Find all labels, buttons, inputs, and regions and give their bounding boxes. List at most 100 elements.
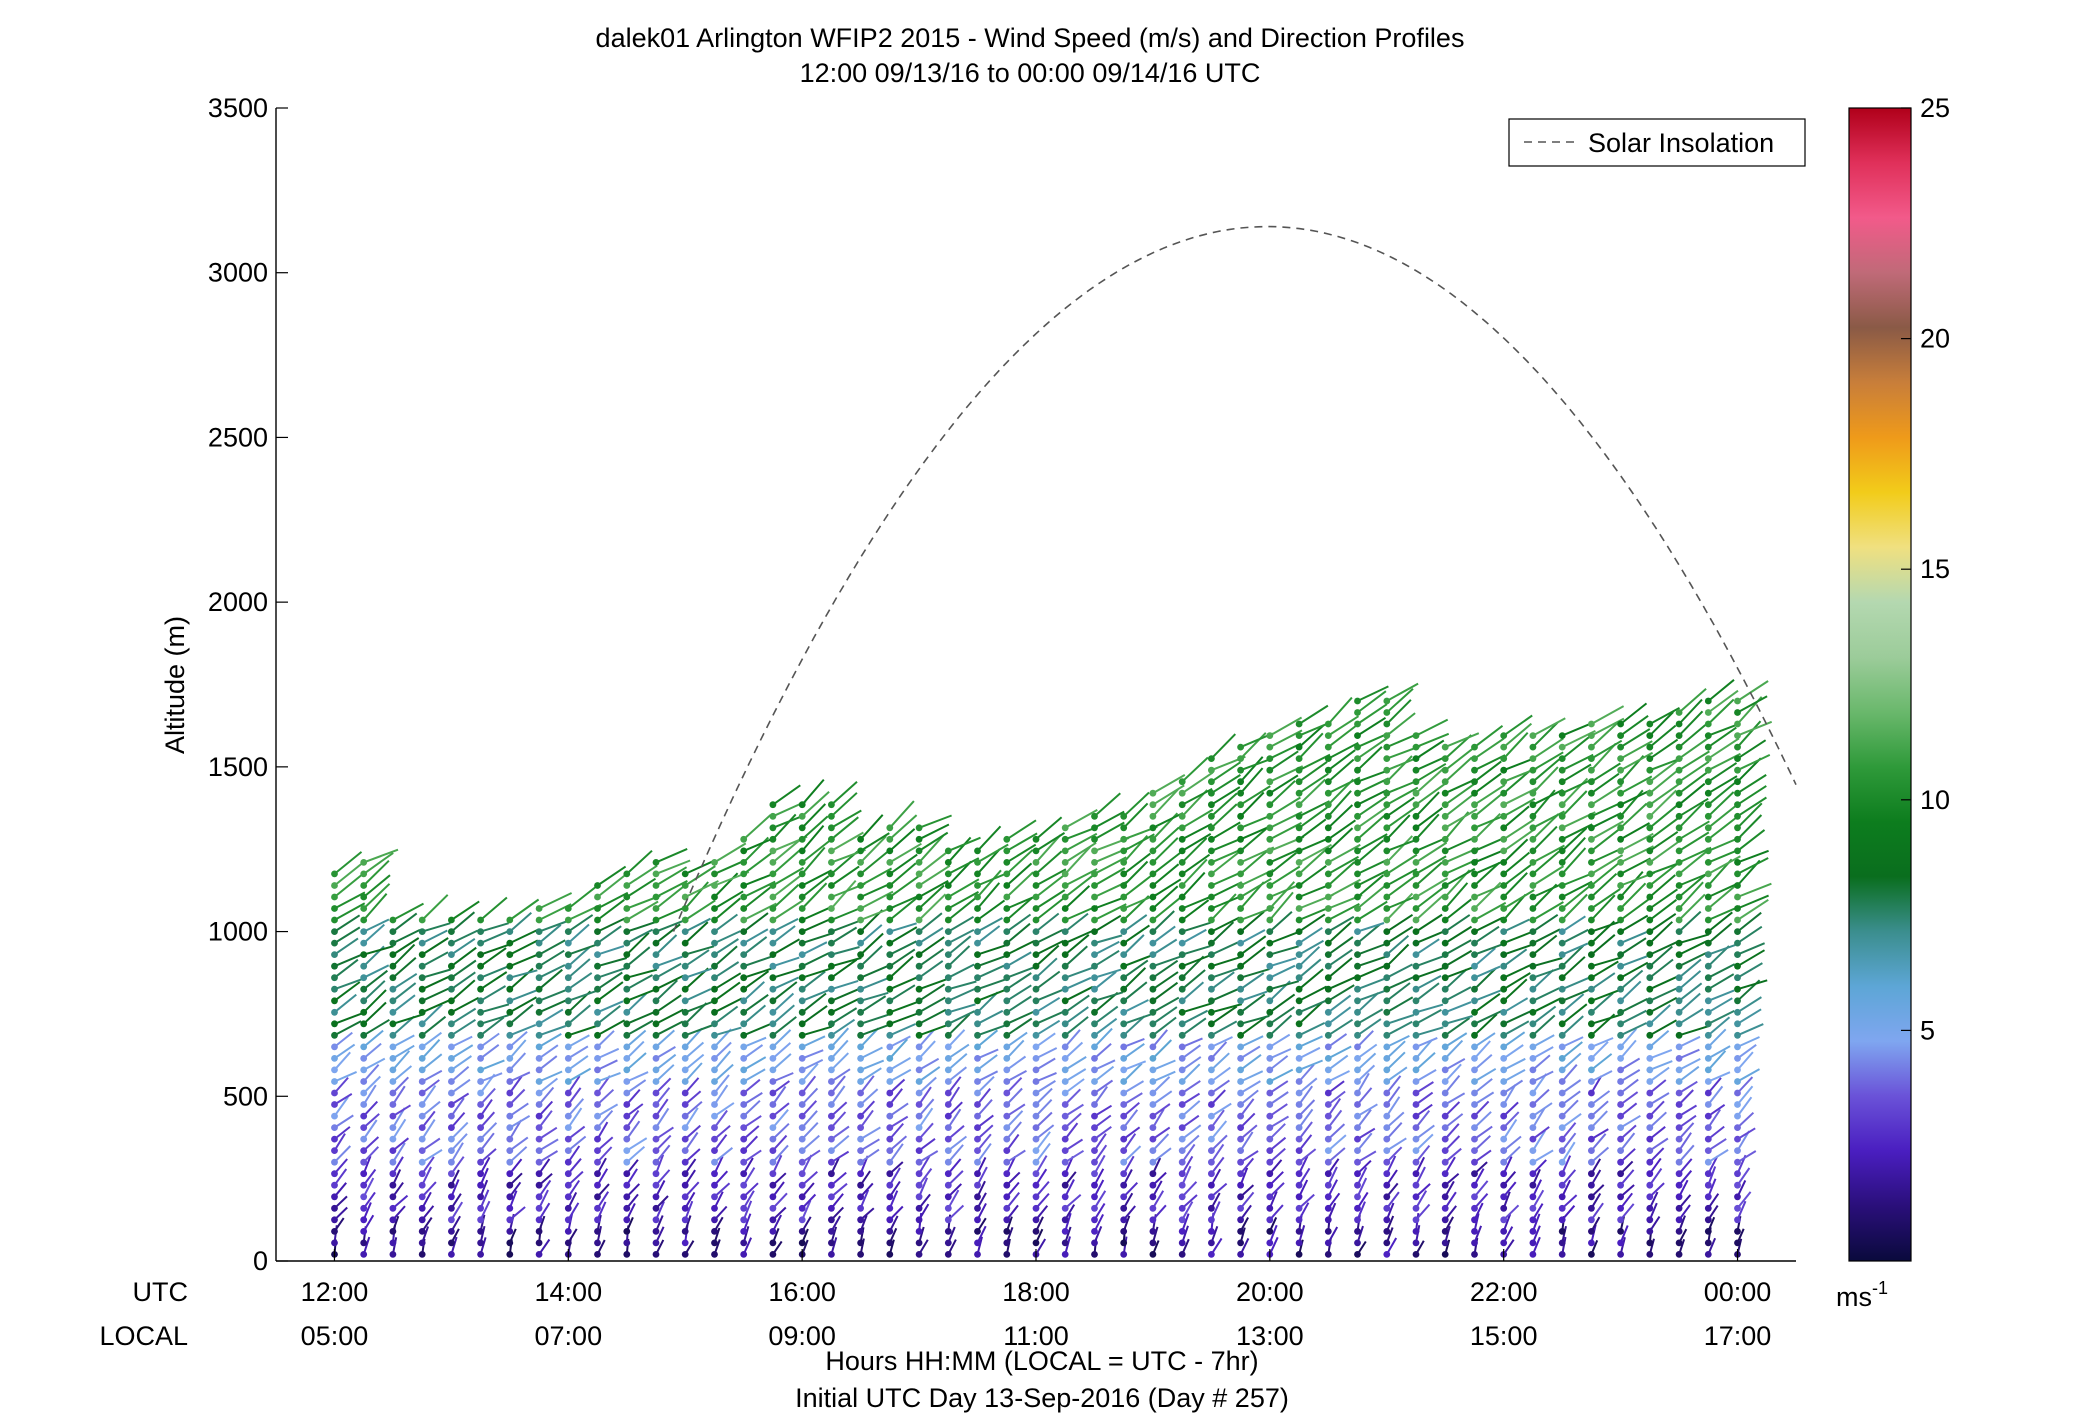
wind-barb-shaft [1210, 881, 1243, 898]
wind-barb-dot [1704, 1135, 1712, 1143]
wind-barb-shaft [1619, 1028, 1638, 1048]
wind-barb-dot [798, 939, 806, 947]
wind-barb-dot [1412, 755, 1420, 762]
wind-barb-dot [506, 1101, 514, 1108]
wind-barb-dot [1383, 1112, 1391, 1120]
wind-barb-shaft [1298, 1001, 1323, 1025]
wind-barb-shaft [1590, 812, 1622, 829]
wind-barb-dot [1032, 835, 1040, 843]
wind-barb-dot [1646, 1112, 1654, 1120]
wind-barb-dot [1003, 893, 1011, 901]
wind-barb-dot [1354, 789, 1361, 797]
wind-barb-dot [535, 1147, 543, 1154]
wind-barb-dot [1237, 1124, 1244, 1131]
wind-barb-shaft [1269, 847, 1302, 864]
wind-barb-shaft [509, 996, 537, 1014]
wind-barb-shaft [1239, 946, 1266, 967]
wind-barb-shaft [1152, 910, 1175, 933]
wind-barb-shaft [1561, 977, 1589, 991]
wind-barb-shaft [362, 989, 387, 1014]
wind-barb-shaft [1415, 1036, 1438, 1048]
wind-barb-shaft [976, 991, 999, 1014]
wind-barb-dot [1675, 1181, 1683, 1189]
wind-barb-shaft [1532, 997, 1562, 1014]
wind-barb-shaft [1327, 715, 1360, 737]
wind-barb-dot [1617, 1170, 1624, 1178]
wind-barb-shaft [509, 989, 537, 1002]
wind-barb-dot [828, 893, 835, 901]
wind-barb-dot [1208, 835, 1215, 843]
wind-barb-shaft [1152, 996, 1180, 1014]
wind-barb-dot [1383, 1008, 1391, 1016]
wind-barb-shaft [1123, 981, 1148, 1002]
wind-barb-dot [1529, 743, 1537, 751]
wind-barb-dot [1295, 1031, 1303, 1039]
wind-barb-shaft [1561, 885, 1591, 910]
wind-barb-dot [828, 1078, 835, 1085]
wind-barb-shaft [772, 1144, 789, 1163]
wind-barb-dot [1032, 1239, 1040, 1247]
wind-barb-shaft [772, 1122, 790, 1140]
wind-barb-dot [711, 1239, 718, 1247]
wind-barb-dot [418, 1031, 426, 1039]
wind-barb-dot [944, 870, 952, 878]
wind-barb-dot [1529, 1101, 1537, 1108]
wind-barb-shaft [1152, 955, 1182, 968]
wind-barb-dot [1354, 859, 1361, 866]
wind-barb-shaft [918, 1066, 941, 1083]
wind-barb-shaft [772, 938, 800, 956]
wind-barb-dot [1529, 732, 1537, 739]
wind-barb-dot [798, 1043, 806, 1051]
wind-barb-dot [1617, 1181, 1624, 1189]
wind-barb-shaft [421, 1003, 443, 1025]
wind-barb-dot [1120, 951, 1128, 958]
wind-barb-shaft [509, 953, 540, 968]
wind-barb-shaft [743, 1149, 762, 1164]
wind-barb-dot [477, 1251, 484, 1258]
wind-barb-dot [1003, 1193, 1011, 1201]
wind-barb-shaft [363, 945, 394, 956]
wind-barb-shaft [859, 851, 888, 875]
wind-barb-dot [564, 962, 572, 970]
wind-barb-dot [1617, 789, 1624, 797]
wind-barb-dot [1558, 1020, 1566, 1028]
wind-barb-shaft [1240, 785, 1271, 806]
wind-barb-dot [1295, 1112, 1303, 1120]
wind-barb-dot [740, 1239, 748, 1247]
wind-barb-shaft [421, 968, 451, 979]
wind-barb-dot [1704, 1170, 1712, 1178]
wind-barb-dot [1295, 732, 1303, 739]
wind-barb-dot [1003, 1170, 1011, 1178]
wind-barb-shaft [1210, 792, 1238, 818]
colorbar-tick-label: 5 [1920, 1015, 1935, 1045]
wind-barb-shaft [480, 971, 508, 991]
wind-barb-shaft [1006, 1077, 1023, 1094]
wind-barb-shaft [1503, 948, 1528, 968]
wind-barb-dot [1646, 997, 1654, 1005]
wind-barb-dot [711, 1170, 718, 1178]
wind-barb-dot [1120, 962, 1128, 970]
wind-barb-dot [1704, 939, 1712, 947]
wind-barb-shaft [1035, 889, 1066, 910]
wind-barb-dot [1295, 755, 1303, 762]
wind-barb-dot [1091, 870, 1098, 878]
wind-barb-dot [1646, 755, 1654, 762]
wind-barb-dot [1149, 1158, 1157, 1166]
solar-insolation-line [672, 225, 1797, 932]
wind-barb-dot [1617, 720, 1624, 728]
colorbar-unit: ms [1836, 1282, 1872, 1312]
wind-barb-dot [1646, 985, 1654, 993]
wind-barb-dot [1529, 1078, 1537, 1085]
wind-barb-dot [331, 870, 338, 878]
wind-barb-dot [1354, 766, 1361, 774]
wind-barb-dot [857, 1066, 864, 1074]
wind-barb-shaft [889, 814, 918, 841]
wind-barb-shaft [421, 1031, 442, 1048]
wind-barb-dot [681, 1043, 689, 1051]
wind-barb-dot [1646, 1158, 1654, 1166]
wind-barb-dot [1237, 743, 1244, 751]
wind-barb-shaft [889, 940, 917, 956]
wind-barb-shaft [713, 1109, 728, 1129]
wind-barb-dot [1704, 1124, 1712, 1131]
